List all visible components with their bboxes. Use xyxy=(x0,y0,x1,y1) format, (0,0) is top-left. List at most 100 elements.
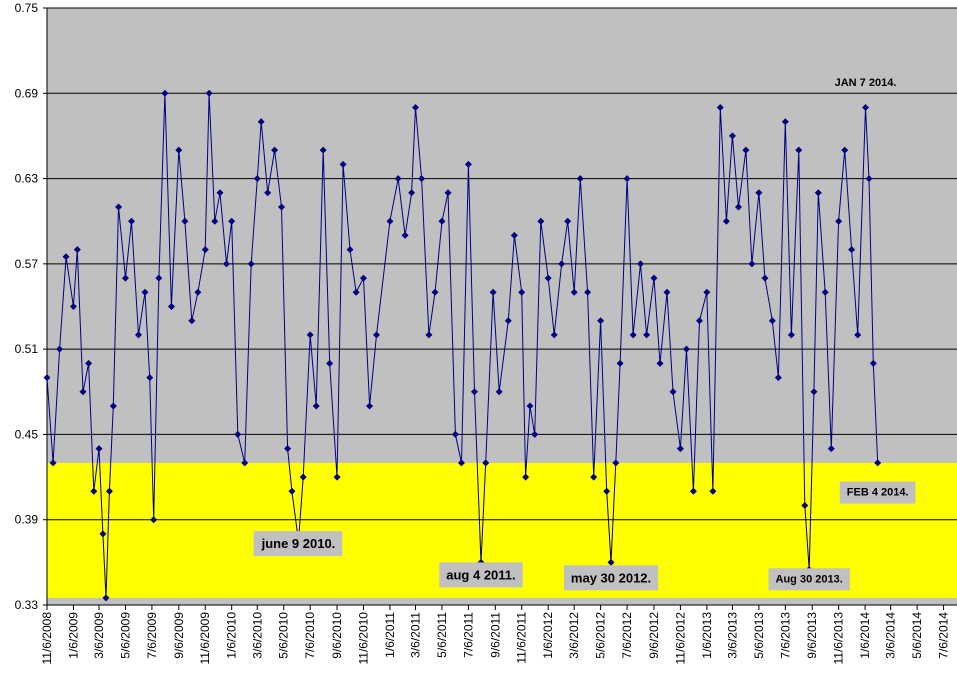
data-point xyxy=(95,445,103,453)
x-tick-label: 5/6/2013 xyxy=(752,612,766,659)
x-tick-label: 11/6/2012 xyxy=(673,612,687,665)
x-tick-label: 3/6/2011 xyxy=(409,612,423,658)
x-tick-label: 1/6/2012 xyxy=(541,612,555,659)
data-point xyxy=(425,331,433,339)
data-point xyxy=(629,331,637,339)
data-point xyxy=(827,445,835,453)
data-point xyxy=(288,487,296,495)
data-point xyxy=(181,217,189,225)
data-point xyxy=(669,388,677,396)
data-point xyxy=(464,160,472,168)
x-tick-label: 1/6/2010 xyxy=(225,612,239,659)
data-point xyxy=(869,359,877,367)
data-point xyxy=(584,288,592,296)
data-point xyxy=(835,217,843,225)
data-point xyxy=(234,430,242,438)
data-point xyxy=(676,445,684,453)
data-point xyxy=(401,231,409,239)
data-point xyxy=(109,402,117,410)
y-tick-label: 0.45 xyxy=(15,427,39,441)
data-point xyxy=(522,473,530,481)
data-point xyxy=(537,217,545,225)
data-point xyxy=(510,231,518,239)
x-tick-label: 5/6/2011 xyxy=(435,612,449,658)
data-point xyxy=(372,331,380,339)
x-tick-label: 11/6/2008 xyxy=(40,612,54,665)
data-point xyxy=(115,203,123,211)
data-point xyxy=(774,374,782,382)
annotation: aug 4 2011. xyxy=(439,562,523,588)
data-point xyxy=(412,104,420,111)
data-point xyxy=(768,317,776,325)
x-tick-label: 11/6/2013 xyxy=(832,612,846,665)
annotation: june 9 2010. xyxy=(253,531,343,557)
data-point xyxy=(607,558,615,566)
data-point xyxy=(90,487,98,495)
data-point xyxy=(438,217,446,225)
x-tick-label: 11/6/2009 xyxy=(198,612,212,665)
x-tick-label: 11/6/2011 xyxy=(515,612,529,664)
annotation-label: may 30 2012. xyxy=(571,570,651,585)
data-point xyxy=(576,175,584,183)
data-point xyxy=(257,118,265,126)
data-point xyxy=(482,459,490,467)
x-tick-label: 7/6/2011 xyxy=(461,612,475,658)
x-tick-label: 5/6/2014 xyxy=(910,612,924,659)
x-tick-label: 9/6/2011 xyxy=(488,612,502,658)
data-point xyxy=(146,374,154,382)
annotations: JAN 7 2014. FEB 4 2014. june 9 2010. aug 4 … xyxy=(253,77,916,591)
data-point xyxy=(253,175,261,183)
x-tick-label: 5/6/2012 xyxy=(594,612,608,659)
data-point xyxy=(518,288,526,296)
data-point xyxy=(418,175,426,183)
axes: 0.33 0.39 0.45 0.51 0.57 0.63 0.69 0.75 11/6/200… xyxy=(15,1,957,665)
data-point xyxy=(161,89,169,97)
data-point xyxy=(682,345,690,353)
annotation-box xyxy=(439,562,523,588)
x-tick-label: 3/6/2012 xyxy=(567,612,581,659)
data-point xyxy=(550,331,558,339)
data-point xyxy=(205,89,213,97)
data-point xyxy=(570,288,578,296)
y-tick-label: 0.33 xyxy=(15,598,39,612)
data-point xyxy=(264,189,272,197)
data-point xyxy=(85,359,93,367)
data-point xyxy=(848,246,856,254)
annotation-label: Aug 30 2013. xyxy=(776,573,843,585)
y-tick-label: 0.51 xyxy=(15,342,39,356)
x-tick-label: 1/6/2013 xyxy=(700,612,714,659)
data-point xyxy=(841,146,849,154)
annotation-label: aug 4 2011. xyxy=(446,567,515,582)
x-tick-label: 1/6/2014 xyxy=(858,612,872,659)
data-point xyxy=(761,274,769,282)
data-point xyxy=(728,132,736,140)
data-point xyxy=(319,146,327,154)
data-point xyxy=(597,317,605,325)
data-point xyxy=(346,246,354,254)
data-point xyxy=(564,217,572,225)
x-tick-label: 3/6/2009 xyxy=(92,612,106,659)
data-point xyxy=(722,217,730,225)
x-tick-label: 5/6/2009 xyxy=(118,612,132,659)
data-point xyxy=(495,388,503,396)
x-tick-label: 9/6/2010 xyxy=(330,612,344,659)
data-point xyxy=(333,473,341,481)
data-point xyxy=(874,459,882,467)
data-point xyxy=(228,217,236,225)
data-point xyxy=(612,459,620,467)
data-point xyxy=(689,487,697,495)
data-point xyxy=(709,487,717,495)
y-tick-label: 0.63 xyxy=(15,172,39,186)
data-point xyxy=(271,146,279,154)
y-tick-label: 0.69 xyxy=(15,86,39,100)
annotation-label: june 9 2010. xyxy=(261,536,336,551)
data-point xyxy=(222,260,230,268)
data-point xyxy=(306,331,314,339)
data-point xyxy=(278,203,286,211)
data-point xyxy=(663,288,671,296)
data-point xyxy=(386,217,394,225)
data-point xyxy=(167,303,175,310)
data-point xyxy=(734,203,742,211)
data-point xyxy=(241,459,249,467)
